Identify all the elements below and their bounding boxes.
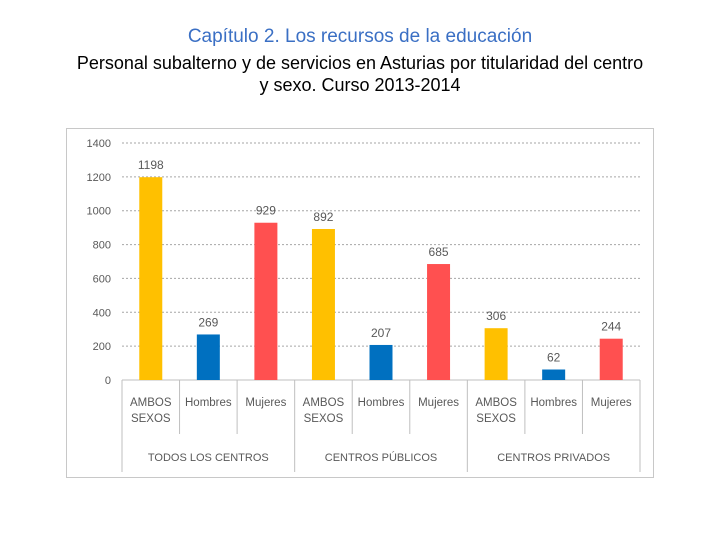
chart-subtitle: Personal subalterno y de servicios en As… <box>30 52 690 96</box>
bar <box>427 264 451 380</box>
group-label: CENTROS PÚBLICOS <box>325 451 437 464</box>
data-label: 929 <box>256 204 276 218</box>
chapter-title: Capítulo 2. Los recursos de la educación <box>187 26 533 47</box>
data-label: 62 <box>547 351 561 365</box>
y-tick-label: 800 <box>93 240 111 252</box>
subtitle-line-2: y sexo. Curso 2013-2014 <box>259 75 461 95</box>
category-label: Hombres <box>185 397 232 409</box>
bar <box>484 328 508 380</box>
category-label: SEXOS <box>476 413 516 425</box>
data-label: 269 <box>198 315 218 329</box>
category-label: AMBOS <box>475 397 517 409</box>
bar <box>254 222 278 380</box>
y-tick-label: 200 <box>93 341 111 353</box>
bar <box>542 369 566 380</box>
data-label: 685 <box>429 245 449 259</box>
y-tick-label: 0 <box>105 375 111 387</box>
y-tick-label: 600 <box>93 273 111 285</box>
y-tick-label: 1400 <box>87 138 111 150</box>
bar <box>139 177 163 380</box>
group-label: CENTROS PRIVADOS <box>497 452 610 464</box>
bar <box>311 228 335 380</box>
chart-frame <box>66 128 654 478</box>
group-label: TODOS LOS CENTROS <box>148 452 269 464</box>
y-tick-label: 1000 <box>87 206 111 218</box>
data-label: 892 <box>313 210 333 224</box>
data-label: 244 <box>601 320 621 334</box>
data-label: 1198 <box>138 158 164 172</box>
category-label: Mujeres <box>245 397 286 409</box>
category-label: AMBOS <box>130 397 172 409</box>
bar <box>599 338 623 380</box>
subtitle-line-1: Personal subalterno y de servicios en As… <box>76 53 644 73</box>
category-label: SEXOS <box>304 413 344 425</box>
bar <box>369 344 393 380</box>
category-label: Hombres <box>358 397 405 409</box>
category-label: Mujeres <box>418 397 459 409</box>
y-tick-label: 1200 <box>87 172 111 184</box>
data-label: 207 <box>371 326 391 340</box>
data-label: 306 <box>486 309 506 323</box>
y-tick-label: 400 <box>93 307 111 319</box>
category-label: Mujeres <box>591 397 632 409</box>
category-label: Hombres <box>530 397 577 409</box>
bar <box>196 334 220 380</box>
category-label: SEXOS <box>131 413 171 425</box>
category-label: AMBOS <box>303 397 345 409</box>
